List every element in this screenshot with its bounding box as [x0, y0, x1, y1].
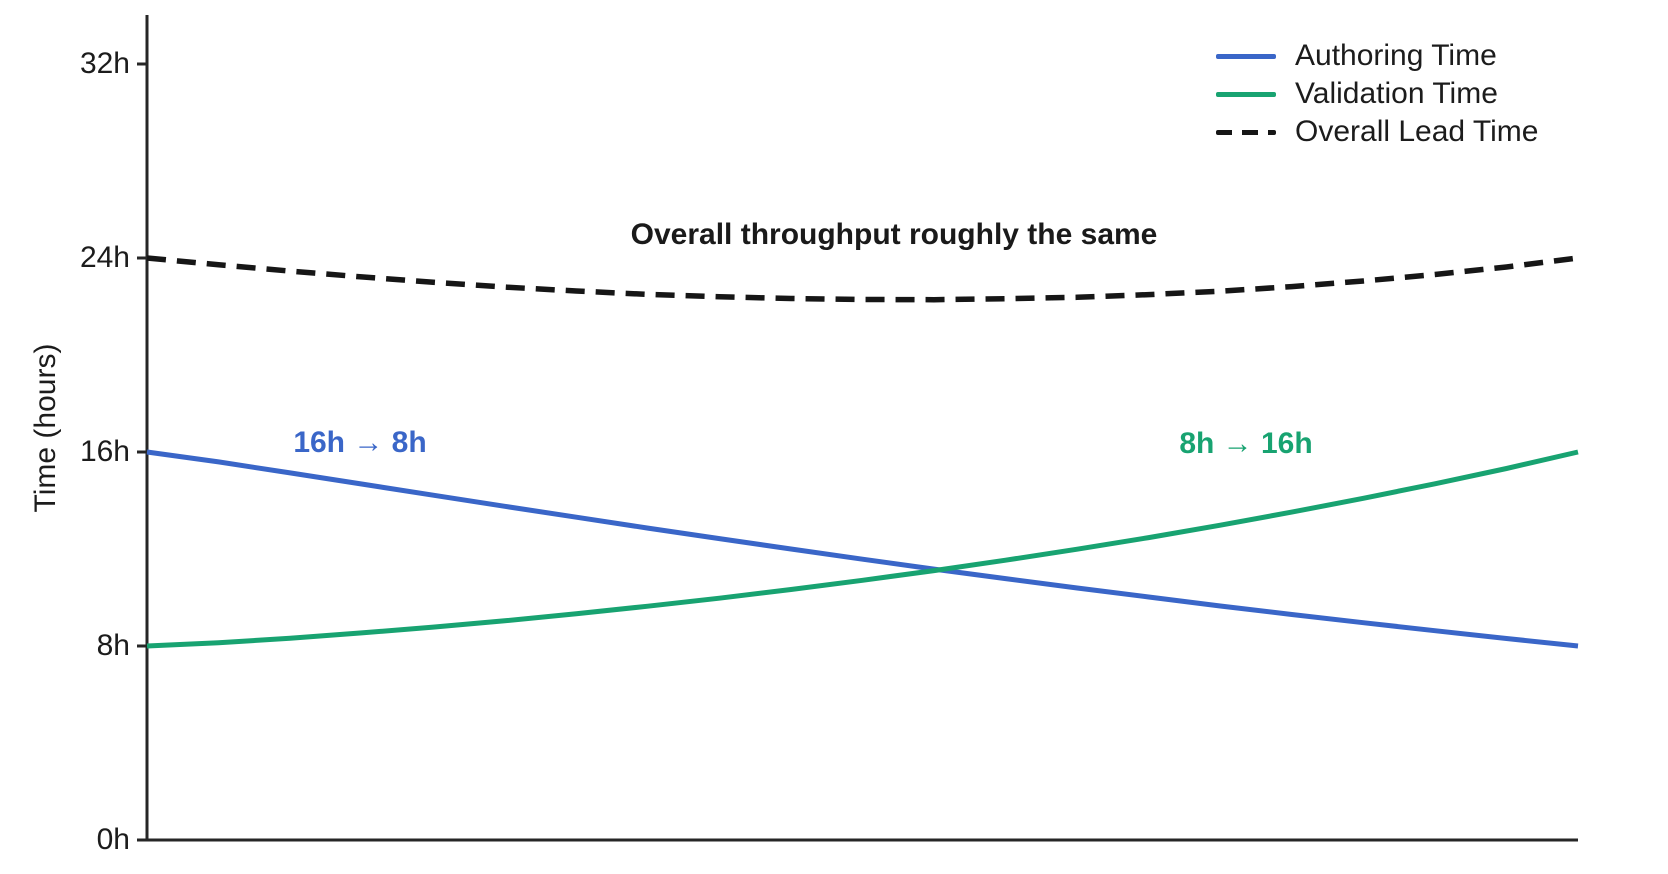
legend-swatch-dashed-line: [1216, 129, 1276, 135]
annotation-throughput: Overall throughput roughly the same: [630, 218, 1158, 251]
y-tick-label: 8h: [96, 629, 130, 662]
legend-swatch-line: [1216, 53, 1276, 59]
line-overall-lead-time: [146, 255, 1579, 303]
legend-item-validation-time: Validation Time: [1216, 75, 1538, 113]
line-authoring-time: [146, 449, 1579, 649]
legend-label: Authoring Time: [1295, 39, 1497, 72]
annotation-authoring: 16h → 8h: [293, 426, 427, 459]
legend-label: Validation Time: [1295, 77, 1498, 110]
y-tick-label: 16h: [79, 435, 130, 468]
legend-item-overall-lead-time: Overall Lead Time: [1216, 113, 1538, 151]
legend-label: Overall Lead Time: [1295, 115, 1539, 148]
legend-swatch-line: [1216, 91, 1276, 97]
y-tick-label: 24h: [79, 241, 130, 274]
y-tick-label: 32h: [79, 47, 130, 80]
y-tick-labels: 0h 8h 16h 24h 32h: [0, 0, 130, 874]
y-tick-label: 0h: [96, 823, 130, 856]
line-validation-time: [146, 449, 1579, 649]
legend: Authoring Time Validation Time Overall Lea…: [1216, 37, 1538, 151]
legend-item-authoring-time: Authoring Time: [1216, 37, 1538, 75]
annotation-validation: 8h → 16h: [1179, 427, 1313, 460]
